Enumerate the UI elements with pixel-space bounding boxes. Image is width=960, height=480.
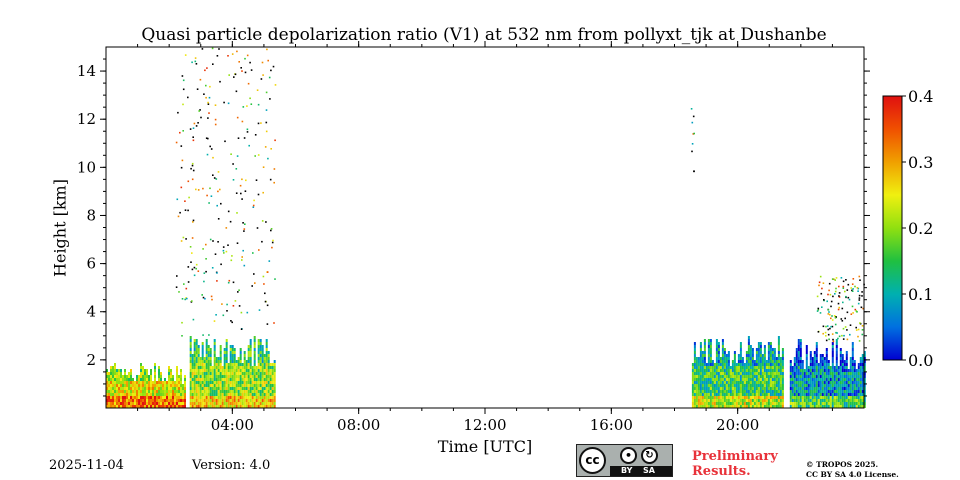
sa-label: SA bbox=[643, 466, 655, 475]
y-tick-label-3: 8 bbox=[86, 206, 96, 224]
sa-share-icon: ↻ bbox=[641, 447, 658, 464]
data-segment-0 bbox=[106, 363, 186, 408]
scatter-points-2 bbox=[816, 275, 865, 343]
data-segment-3 bbox=[789, 339, 866, 408]
footer-version: Version: 4.0 bbox=[192, 458, 271, 473]
x-axis-label: Time [UTC] bbox=[437, 437, 533, 456]
y-tick-label-4: 10 bbox=[77, 158, 96, 176]
x-tick-label-3: 16:00 bbox=[590, 416, 633, 434]
cc-logo-icon: cc bbox=[579, 447, 606, 474]
plot-data-layer bbox=[106, 47, 866, 408]
scatter-points-0 bbox=[175, 47, 277, 337]
copyright-notice: © TROPOS 2025. CC BY SA 4.0 License. bbox=[806, 460, 899, 480]
by-label: BY bbox=[621, 466, 633, 475]
y-tick-label-2: 6 bbox=[86, 255, 96, 273]
by-person-icon: • bbox=[620, 447, 637, 464]
x-tick-label-4: 20:00 bbox=[716, 416, 759, 434]
chart-title: Quasi particle depolarization ratio (V1)… bbox=[141, 25, 827, 45]
y-tick-label-0: 2 bbox=[86, 351, 96, 369]
preliminary-line2: Results. bbox=[692, 464, 751, 479]
y-tick-label-1: 4 bbox=[86, 303, 96, 321]
scatter-points-1 bbox=[690, 108, 695, 173]
preliminary-line1: Preliminary bbox=[692, 449, 778, 464]
cc-license-badge: cc • ↻ BY SA bbox=[576, 444, 673, 477]
x-tick-label-2: 12:00 bbox=[463, 416, 506, 434]
colorbar-tick-label-1: 0.1 bbox=[908, 285, 933, 304]
colorbar: 0.0 0.1 0.2 0.3 0.4 bbox=[882, 87, 933, 370]
colorbar-tick-label-0: 0.0 bbox=[908, 351, 933, 370]
copyright-line1: © TROPOS 2025. bbox=[806, 460, 879, 469]
copyright-line2: CC BY SA 4.0 License. bbox=[806, 470, 899, 479]
colorbar-tick-label-4: 0.4 bbox=[908, 87, 933, 106]
x-tick-label-0: 04:00 bbox=[211, 416, 254, 434]
data-segment-2 bbox=[691, 336, 784, 408]
colorbar-tick-label-3: 0.3 bbox=[908, 153, 933, 172]
plot-axes: 04:00 08:00 12:00 16:00 20:00 2 4 6 8 10 12 14 bbox=[77, 41, 870, 434]
colorbar-tick-label-2: 0.2 bbox=[908, 219, 933, 238]
y-tick-label-5: 12 bbox=[77, 110, 96, 128]
colorbar-gradient bbox=[882, 95, 903, 361]
data-segment-1 bbox=[189, 336, 276, 408]
preliminary-results: Preliminary Results. bbox=[692, 449, 778, 479]
x-tick-label-1: 08:00 bbox=[337, 416, 380, 434]
y-tick-label-6: 14 bbox=[77, 62, 96, 80]
footer-date: 2025-11-04 bbox=[49, 458, 124, 473]
